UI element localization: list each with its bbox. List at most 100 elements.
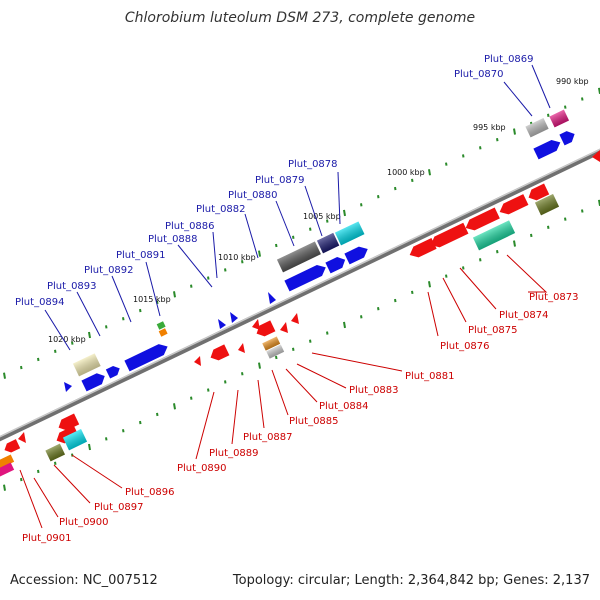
scale-tick-major: [173, 403, 176, 410]
gene-arrow: [465, 207, 500, 231]
gene-label[interactable]: Plut_0884: [319, 401, 369, 412]
scale-tick-minor: [37, 357, 40, 362]
gene-label[interactable]: Plut_0880: [228, 190, 278, 201]
gene-label[interactable]: Plut_0896: [125, 487, 175, 498]
scale-tick-minor: [292, 347, 295, 352]
scale-tick-minor: [326, 331, 329, 335]
scale-tick-minor: [564, 105, 567, 109]
scale-tick-minor: [581, 209, 584, 213]
scale-tick-minor: [377, 194, 380, 199]
gene-arrow: [256, 320, 276, 337]
map-title: Chlorobium luteolum DSM 273, complete ge…: [124, 10, 476, 26]
gene-arrow: [64, 382, 72, 392]
gene-label[interactable]: Plut_0891: [116, 250, 166, 261]
scale-tick-minor: [326, 219, 329, 223]
scale-tick-major: [88, 443, 91, 451]
gene-label[interactable]: Plut_0879: [255, 175, 305, 186]
scale-tick-minor: [20, 477, 23, 482]
gene-label[interactable]: Plut_0885: [289, 416, 339, 427]
gene-arrow: [592, 150, 600, 162]
scale-tick-minor: [292, 235, 295, 240]
gene-label[interactable]: Plut_0876: [440, 341, 490, 352]
scale-tick-minor: [241, 372, 244, 376]
scale-tick-minor: [411, 178, 414, 183]
scale-tick-minor: [547, 113, 550, 117]
accession-text: Accession: NC_007512: [10, 573, 158, 588]
scale-tick-minor: [496, 250, 499, 254]
scale-tick-minor: [207, 388, 210, 392]
gene-block: [158, 328, 168, 337]
gene-label[interactable]: Plut_0882: [196, 204, 246, 215]
gene-label[interactable]: Plut_0869: [484, 54, 534, 65]
gene-labels-minus: Plut_0873 Plut_0874 Plut_0875 Plut_0876 …: [19, 254, 579, 544]
gene-label[interactable]: Plut_0873: [529, 292, 579, 303]
scale-tick-major: [258, 362, 261, 369]
gene-arrow: [528, 183, 550, 201]
gene-block: [0, 462, 15, 477]
gene-arrow: [325, 256, 346, 274]
gene-label[interactable]: Plut_0893: [47, 281, 97, 292]
gene-blocks-minus: [0, 150, 600, 477]
scale-tick-major: [428, 169, 431, 176]
scale-ticks-bottom: [3, 199, 600, 491]
scale-tick-minor: [309, 339, 312, 343]
scale-tick-minor: [275, 355, 278, 360]
scale-tick-minor: [445, 274, 448, 278]
gene-label[interactable]: Plut_0887: [243, 432, 293, 443]
scale-tick-minor: [479, 146, 482, 150]
scale-tick-minor: [139, 308, 142, 313]
gene-arrow: [291, 313, 299, 324]
scale-tick-minor: [547, 225, 550, 229]
scale-tick-minor: [224, 380, 227, 384]
gene-label[interactable]: Plut_0894: [15, 297, 65, 308]
scale-tick-minor: [190, 284, 193, 288]
scale-label: 1005 kbp: [303, 212, 341, 221]
gene-label[interactable]: Plut_0901: [22, 533, 72, 544]
scale-tick-minor: [156, 300, 159, 305]
gene-arrow: [81, 373, 105, 392]
gene-block: [156, 321, 166, 330]
scale-tick-minor: [394, 298, 397, 303]
gene-arrow: [238, 343, 245, 353]
genome-backbone: [0, 148, 600, 442]
scale-tick-major: [513, 240, 516, 247]
gene-label[interactable]: Plut_0888: [148, 234, 198, 245]
gene-label[interactable]: Plut_0870: [454, 69, 504, 80]
scale-tick-minor: [122, 317, 125, 321]
gene-label[interactable]: Plut_0890: [177, 463, 227, 474]
scale-tick-major: [343, 209, 346, 217]
gene-block: [0, 454, 15, 469]
gene-labels-plus: Plut_0869 Plut_0870 Plut_0878 Plut_0879 …: [15, 54, 551, 351]
scale-tick-minor: [360, 315, 363, 319]
gene-label[interactable]: Plut_0883: [349, 385, 399, 396]
gene-label[interactable]: Plut_0886: [165, 221, 215, 232]
gene-arrow: [430, 222, 469, 248]
scale-tick-minor: [122, 429, 125, 433]
gene-label[interactable]: Plut_0897: [94, 502, 144, 513]
scale-tick-minor: [462, 154, 465, 158]
genome-backbone-highlight: [0, 148, 600, 438]
scale-tick-minor: [360, 203, 363, 207]
gene-arrow: [230, 312, 238, 323]
gene-label[interactable]: Plut_0878: [288, 159, 338, 170]
scale-tick-major: [3, 372, 6, 379]
scale-label: 1010 kbp: [218, 253, 256, 262]
scale-label: 990 kbp: [556, 77, 589, 86]
gene-label[interactable]: Plut_0875: [468, 325, 518, 336]
scale-tick-minor: [105, 325, 108, 329]
gene-label[interactable]: Plut_0900: [59, 517, 109, 528]
gene-label[interactable]: Plut_0892: [84, 265, 134, 276]
scale-tick-major: [173, 291, 176, 298]
scale-tick-minor: [530, 233, 533, 238]
gene-arrow: [252, 319, 260, 330]
gene-arrow: [499, 194, 529, 215]
gene-arrow: [533, 139, 561, 160]
gene-label[interactable]: Plut_0874: [499, 310, 549, 321]
gene-blocks-plus: [64, 109, 575, 392]
gene-label[interactable]: Plut_0889: [209, 448, 259, 459]
scale-tick-major: [343, 321, 346, 329]
gene-label[interactable]: Plut_0881: [405, 371, 455, 382]
scale-tick-minor: [37, 469, 40, 474]
scale-tick-minor: [309, 227, 312, 231]
